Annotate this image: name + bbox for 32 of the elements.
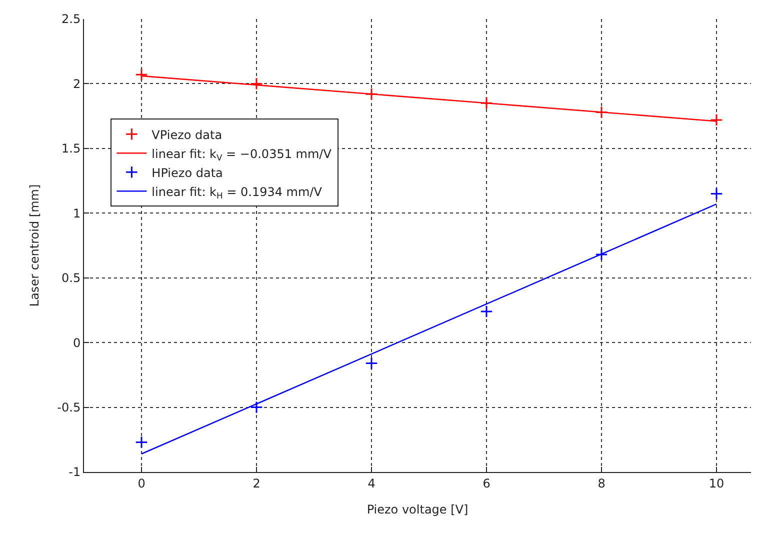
point [250, 400, 263, 414]
point [135, 436, 148, 449]
legend-label: linear fit: k$_{V}$ = −0.0351 mm/V [152, 146, 332, 162]
y-tick-label: 2 [72, 76, 81, 91]
point [135, 68, 148, 81]
point [480, 305, 493, 318]
point [710, 187, 723, 200]
x-tick-label: 4 [368, 476, 376, 490]
point [480, 96, 493, 110]
x-tick-label: 6 [482, 476, 490, 490]
legend-label: VPiezo data [152, 128, 222, 142]
point [250, 77, 263, 90]
y-tick-label: -1 [68, 465, 81, 480]
legend-label: HPiezo data [152, 166, 223, 180]
point [365, 356, 378, 370]
x-tick-label: 2 [252, 476, 260, 490]
legend-label: linear fit: k$_{H}$ = 0.1934 mm/V [152, 184, 323, 200]
x-axis-title: Piezo voltage [V] [366, 502, 468, 516]
x-tick-label: 8 [598, 476, 606, 490]
y-tick-label: -0.5 [57, 400, 81, 414]
point [595, 248, 608, 261]
x-tick-label: 10 [708, 476, 724, 490]
point [710, 114, 723, 126]
point [365, 88, 378, 100]
y-tick-label: 1.5 [62, 142, 81, 156]
x-tick-label: 0 [138, 476, 146, 490]
point [595, 106, 608, 119]
y-tick-label: 2.5 [62, 12, 81, 26]
y-tick-label: 0.5 [62, 271, 81, 286]
y-axis-title: Laser centroid [mm] [27, 184, 42, 307]
y-tick-label: 1 [72, 206, 81, 220]
y-tick-label: 0 [72, 336, 81, 350]
